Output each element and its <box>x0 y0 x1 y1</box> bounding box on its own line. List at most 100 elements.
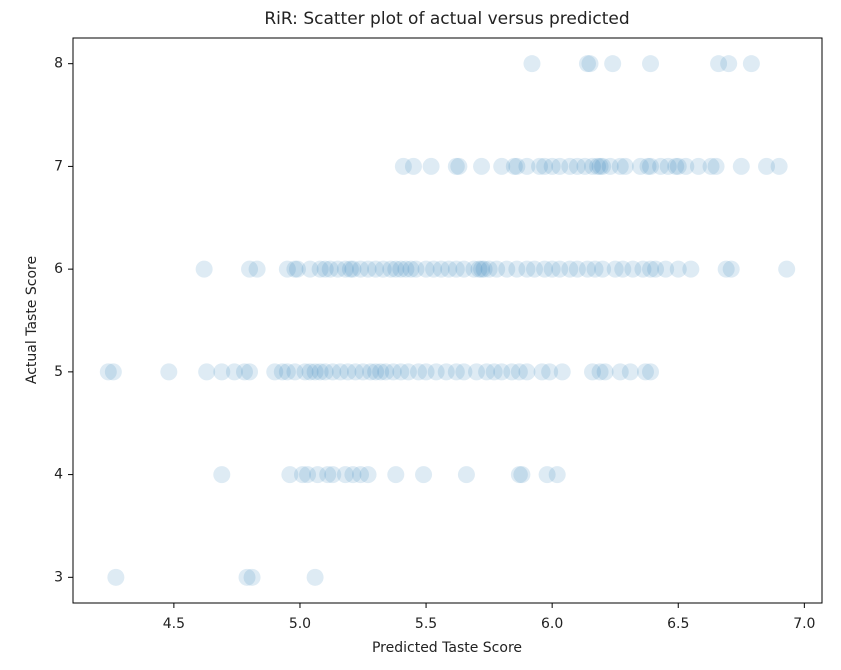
point <box>198 363 216 381</box>
point <box>576 157 594 175</box>
point <box>402 260 420 278</box>
point <box>475 260 493 278</box>
point <box>243 568 261 586</box>
x-tick-label: 7.0 <box>793 616 815 632</box>
point <box>397 260 415 278</box>
chart-title: RiR: Scatter plot of actual versus predi… <box>264 9 629 29</box>
y-tick-label: 8 <box>54 56 63 72</box>
point <box>278 260 296 278</box>
point <box>533 363 551 381</box>
point <box>614 260 632 278</box>
point <box>301 260 319 278</box>
point <box>553 363 571 381</box>
point <box>498 260 516 278</box>
point <box>702 157 720 175</box>
point <box>538 466 556 484</box>
point <box>374 260 392 278</box>
point <box>720 55 738 73</box>
point <box>238 568 256 586</box>
point <box>387 260 405 278</box>
point <box>508 157 526 175</box>
point <box>437 363 455 381</box>
point <box>503 363 521 381</box>
point <box>488 260 506 278</box>
point <box>732 157 750 175</box>
point <box>319 466 337 484</box>
point <box>551 260 569 278</box>
point <box>447 260 465 278</box>
point <box>344 260 362 278</box>
point <box>591 157 609 175</box>
y-tick-label: 5 <box>54 364 63 380</box>
point <box>213 363 231 381</box>
point <box>225 363 243 381</box>
point <box>707 157 725 175</box>
point <box>624 260 642 278</box>
point <box>601 157 619 175</box>
point <box>336 466 354 484</box>
point <box>362 363 380 381</box>
point <box>404 157 422 175</box>
point <box>510 363 528 381</box>
point <box>568 260 586 278</box>
point <box>568 157 586 175</box>
point <box>351 260 369 278</box>
x-tick-label: 6.5 <box>667 616 689 632</box>
point <box>621 363 639 381</box>
point <box>382 260 400 278</box>
point <box>392 260 410 278</box>
point <box>667 157 685 175</box>
point <box>770 157 788 175</box>
point <box>293 466 311 484</box>
point <box>642 260 660 278</box>
point <box>372 363 390 381</box>
point <box>299 466 317 484</box>
point <box>288 260 306 278</box>
point <box>367 363 385 381</box>
point <box>432 260 450 278</box>
point <box>596 363 614 381</box>
point <box>377 363 395 381</box>
point <box>394 157 412 175</box>
point <box>344 466 362 484</box>
point <box>543 157 561 175</box>
point <box>594 157 612 175</box>
point <box>591 363 609 381</box>
point <box>160 363 178 381</box>
point <box>578 55 596 73</box>
point <box>107 568 125 586</box>
point <box>485 363 503 381</box>
point <box>296 363 314 381</box>
point <box>324 363 342 381</box>
points <box>99 55 796 586</box>
point <box>581 55 599 73</box>
x-tick-label: 4.5 <box>163 616 185 632</box>
point <box>392 363 410 381</box>
point <box>321 260 339 278</box>
point <box>523 55 541 73</box>
point <box>604 55 622 73</box>
point <box>409 363 427 381</box>
point <box>611 157 629 175</box>
point <box>329 260 347 278</box>
point <box>677 157 695 175</box>
point <box>359 260 377 278</box>
point <box>213 466 231 484</box>
point <box>639 157 657 175</box>
y-tick-label: 6 <box>54 261 63 277</box>
point <box>455 363 473 381</box>
point <box>710 55 728 73</box>
point <box>470 260 488 278</box>
point <box>468 363 486 381</box>
y-tick-label: 4 <box>54 467 63 483</box>
point <box>493 157 511 175</box>
point <box>384 363 402 381</box>
point <box>241 363 259 381</box>
point <box>584 157 602 175</box>
point <box>351 466 369 484</box>
point <box>367 260 385 278</box>
point <box>669 157 687 175</box>
point <box>341 260 359 278</box>
point <box>306 363 324 381</box>
point <box>642 157 660 175</box>
